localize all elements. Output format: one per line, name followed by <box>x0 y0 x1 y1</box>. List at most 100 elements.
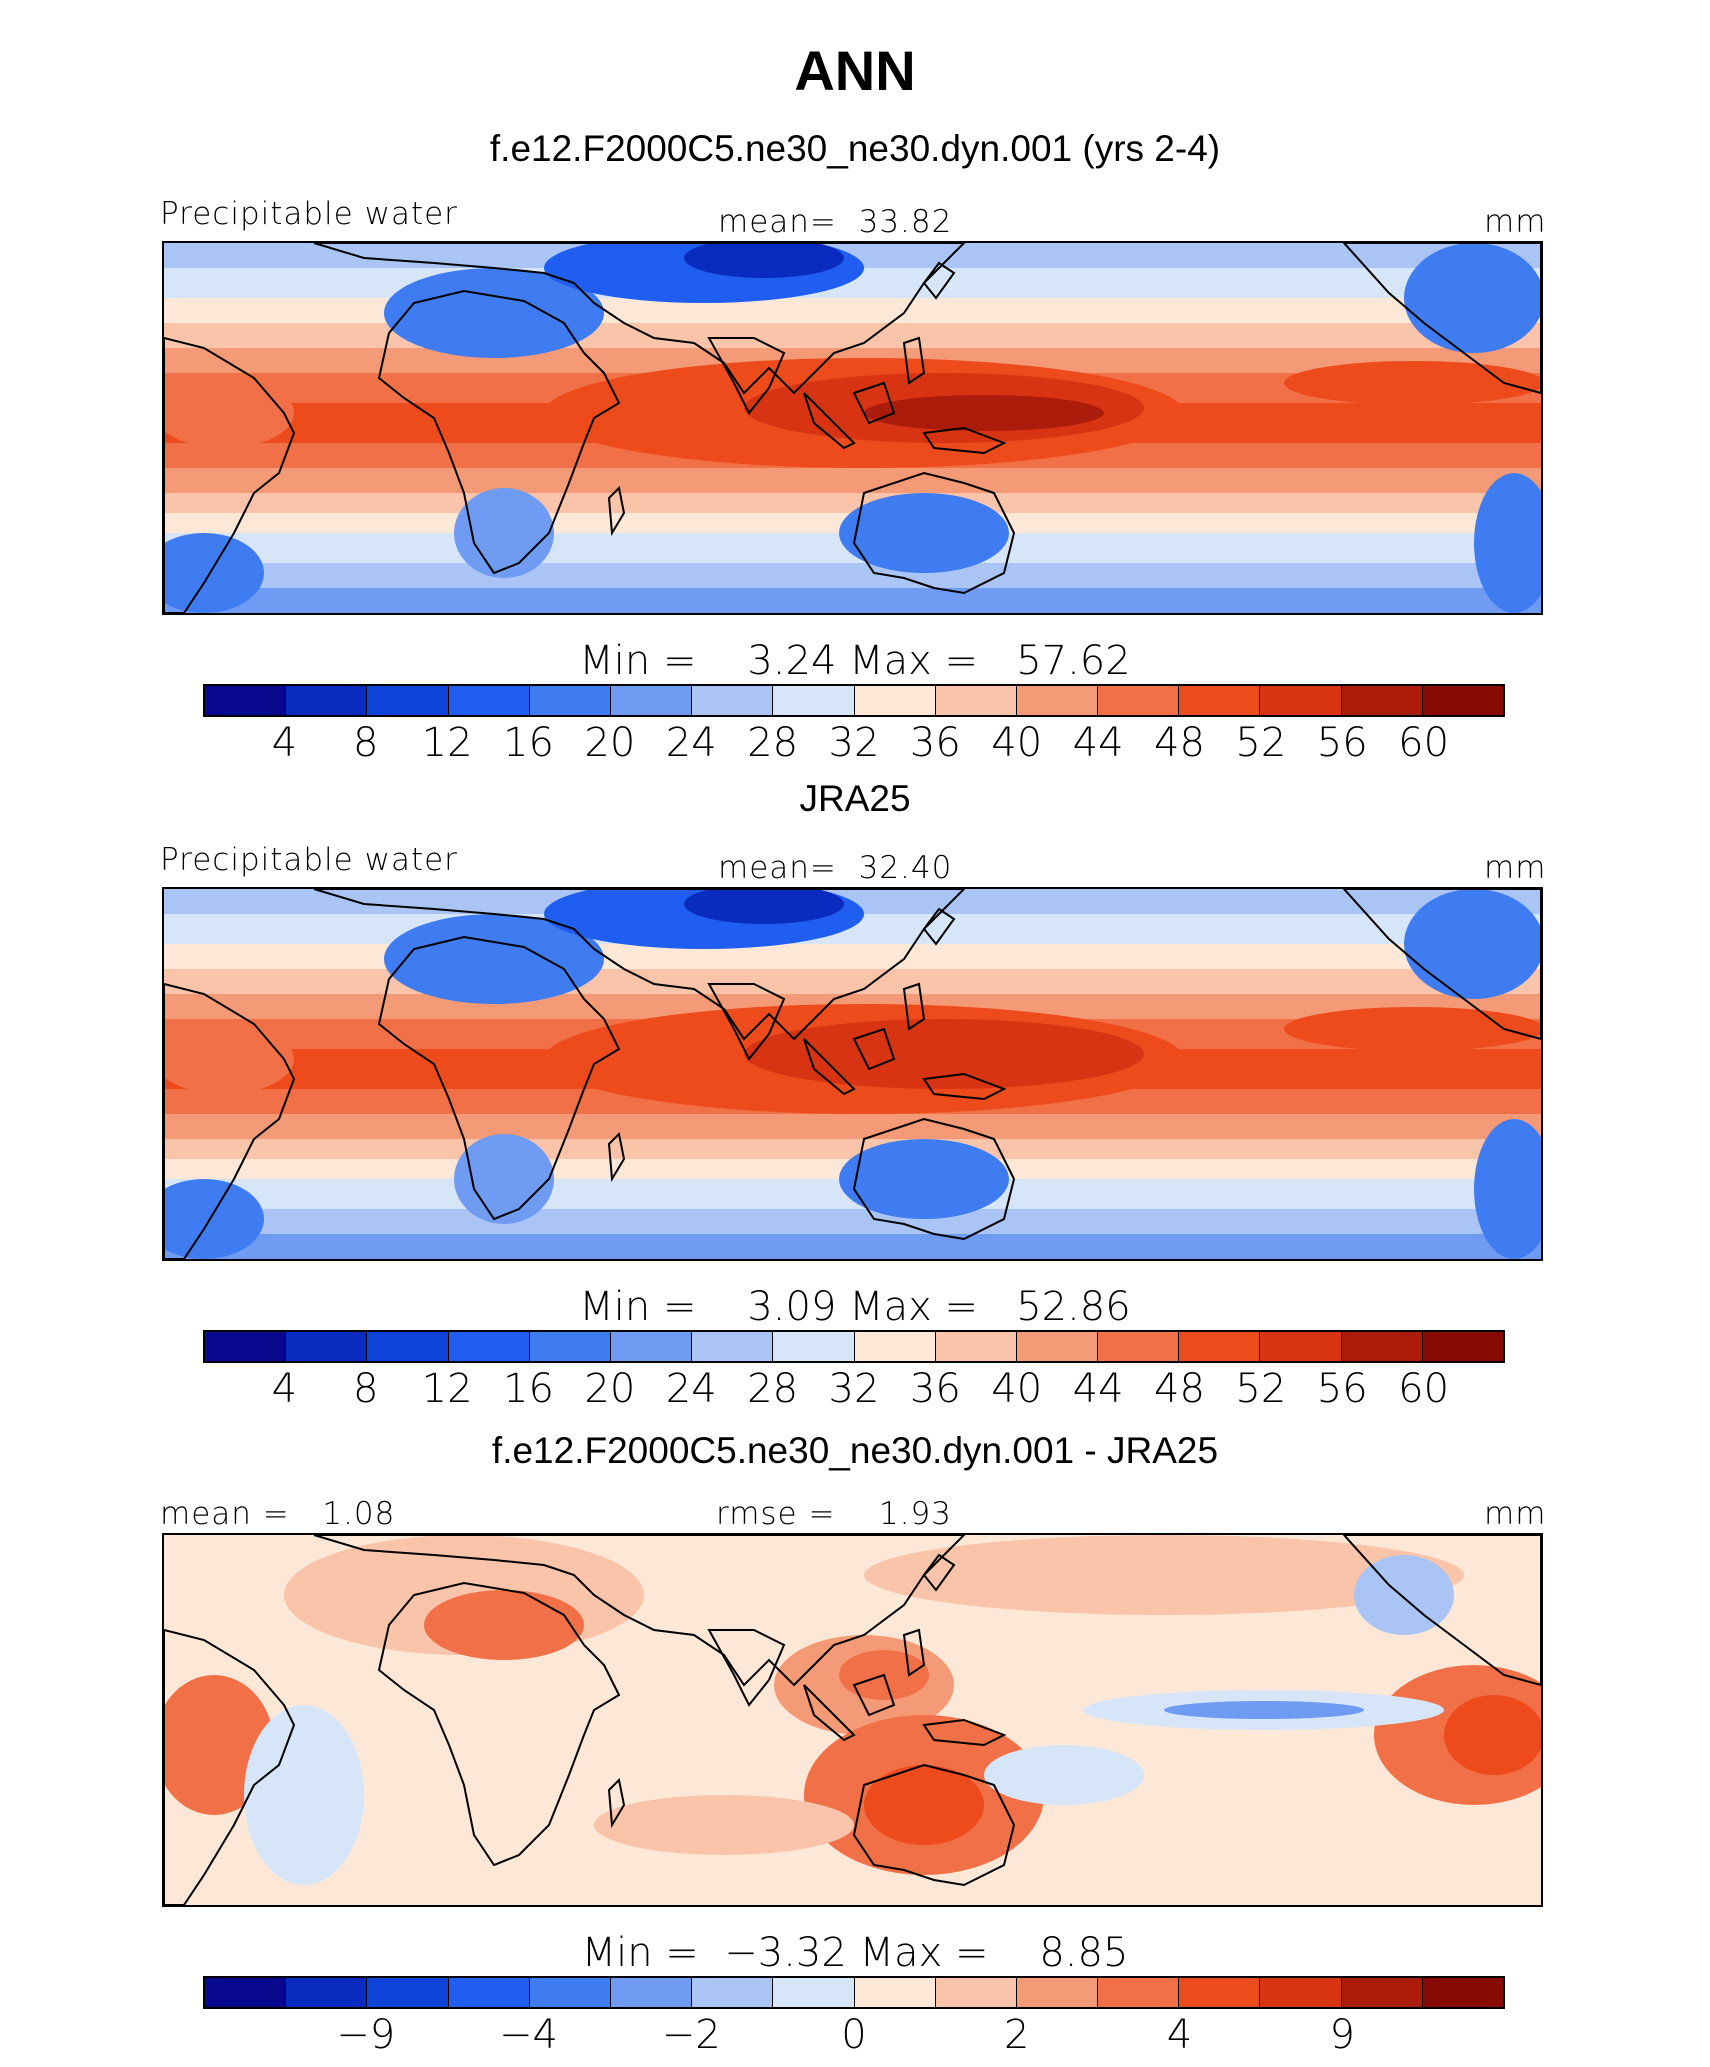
panel-2-title: JRA25 <box>799 778 911 819</box>
panel-3-map-field <box>164 1535 1541 1905</box>
panel-1-left-label: Precipitable water <box>160 196 458 232</box>
coastline <box>313 1535 966 1687</box>
coastline <box>1342 889 1541 1041</box>
colorbar-swatch <box>1260 1332 1342 1361</box>
coastline <box>607 1777 626 1829</box>
colorbar-swatch <box>1341 1978 1423 2007</box>
field-band <box>164 588 1541 613</box>
colorbar-swatch <box>529 1332 611 1361</box>
coastline <box>164 1628 296 1905</box>
colorbar-swatch <box>286 686 368 715</box>
colorbar-swatch <box>448 1332 530 1361</box>
colorbar-tick-label: 16 <box>503 720 554 766</box>
colorbar-swatch <box>1179 686 1261 715</box>
colorbar-swatch <box>1016 1332 1099 1361</box>
colorbar-tick-label: −2 <box>661 2012 721 2058</box>
colorbar-swatch <box>448 686 530 715</box>
panel-3-colorbar-ticks: −9 −4 −2 0 2 4 9 <box>203 2012 1505 2058</box>
colorbar-tick-label: 56 <box>1316 1366 1368 1412</box>
field-blob <box>1284 361 1541 405</box>
panel-2-min-max: Min = 3.09 Max = 52.86 <box>579 1284 1131 1330</box>
colorbar-tick-label: 4 <box>271 720 298 766</box>
panel-2-units-label: mm <box>1484 850 1547 886</box>
field-band <box>164 1139 1541 1160</box>
colorbar-swatch <box>1179 1978 1261 2007</box>
coastline <box>313 243 966 395</box>
colorbar-swatch <box>205 686 287 715</box>
panel-1-map-field <box>164 243 1541 613</box>
colorbar-swatch <box>1179 1332 1261 1361</box>
field-blob <box>424 1590 584 1660</box>
field-blob <box>1444 1695 1541 1775</box>
field-blob <box>864 1765 984 1845</box>
colorbar-tick-label: 48 <box>1154 720 1205 766</box>
colorbar-tick-label: 32 <box>828 1366 880 1412</box>
panel-1-units-label: mm <box>1484 204 1547 240</box>
colorbar-swatch <box>1260 686 1342 715</box>
field-blob <box>684 243 844 278</box>
colorbar-swatch <box>773 1978 855 2007</box>
panel-2-center-label: mean= 32.40 <box>718 850 953 886</box>
field-blob <box>164 1179 264 1259</box>
colorbar-swatch <box>854 686 936 715</box>
coastline <box>922 1072 1007 1101</box>
colorbar-swatch <box>367 1332 449 1361</box>
field-blob <box>244 1705 364 1885</box>
colorbar-tick-label: 24 <box>665 1366 717 1412</box>
coastline <box>1342 1535 1541 1687</box>
panel-3-min-max: Min = −3.32 Max = 8.85 <box>581 1930 1129 1976</box>
colorbar-swatch <box>773 1332 855 1361</box>
field-blob <box>864 1535 1464 1615</box>
panel-2-map-field <box>164 889 1541 1259</box>
field-band <box>164 1234 1541 1259</box>
colorbar-swatch <box>1422 686 1503 715</box>
field-blob <box>594 1795 854 1855</box>
field-blob <box>839 493 1009 573</box>
colorbar-tick-label: 44 <box>1072 1366 1124 1412</box>
colorbar-tick-label: 40 <box>991 720 1043 766</box>
colorbar-swatch <box>205 1332 287 1361</box>
colorbar-swatch <box>286 1332 368 1361</box>
colorbar-tick-label: 20 <box>584 1366 636 1412</box>
coastline <box>902 982 926 1031</box>
colorbar-tick-label: 56 <box>1316 720 1368 766</box>
field-band <box>164 1209 1541 1235</box>
field-blob <box>164 1024 294 1094</box>
coastline <box>164 336 296 613</box>
colorbar-swatch <box>1098 1978 1180 2007</box>
colorbar-swatch <box>773 686 855 715</box>
field-band <box>164 298 1541 324</box>
colorbar-tick-label: 12 <box>421 1366 473 1412</box>
colorbar-tick-label: 9 <box>1329 2012 1355 2058</box>
panel-2-colorbar-ticks: 4 8 12 16 20 24 28 32 36 40 44 48 52 56 60 <box>203 1366 1505 1412</box>
panel-1-center-label: mean= 33.82 <box>718 204 953 240</box>
field-blob <box>384 268 604 358</box>
coastline <box>852 1117 1016 1241</box>
panel-2-colorbar <box>203 1330 1505 1363</box>
colorbar-tick-label: 36 <box>909 720 961 766</box>
colorbar-swatch <box>692 686 774 715</box>
colorbar-swatch <box>367 686 449 715</box>
field-band <box>164 493 1541 514</box>
panel-3-map <box>162 1533 1543 1907</box>
colorbar-tick-label: 44 <box>1072 720 1124 766</box>
colorbar-swatch <box>935 686 1017 715</box>
colorbar-swatch <box>1341 686 1423 715</box>
coastline <box>377 1581 621 1867</box>
field-blob <box>984 1745 1144 1805</box>
coastline <box>607 1131 626 1183</box>
field-blob <box>864 395 1104 431</box>
coastline <box>803 1038 856 1096</box>
colorbar-swatch <box>1422 1978 1503 2007</box>
field-blob <box>1164 1701 1364 1719</box>
colorbar-swatch <box>1098 686 1180 715</box>
coastline <box>852 1027 896 1071</box>
colorbar-tick-label: 4 <box>1166 2012 1193 2058</box>
field-blob <box>1404 243 1541 353</box>
colorbar-swatch <box>1422 1332 1503 1361</box>
field-band <box>164 563 1541 589</box>
field-band <box>164 969 1541 995</box>
field-blob <box>684 889 844 924</box>
colorbar-tick-label: 48 <box>1154 1366 1205 1412</box>
colorbar-tick-label: 16 <box>503 1366 554 1412</box>
